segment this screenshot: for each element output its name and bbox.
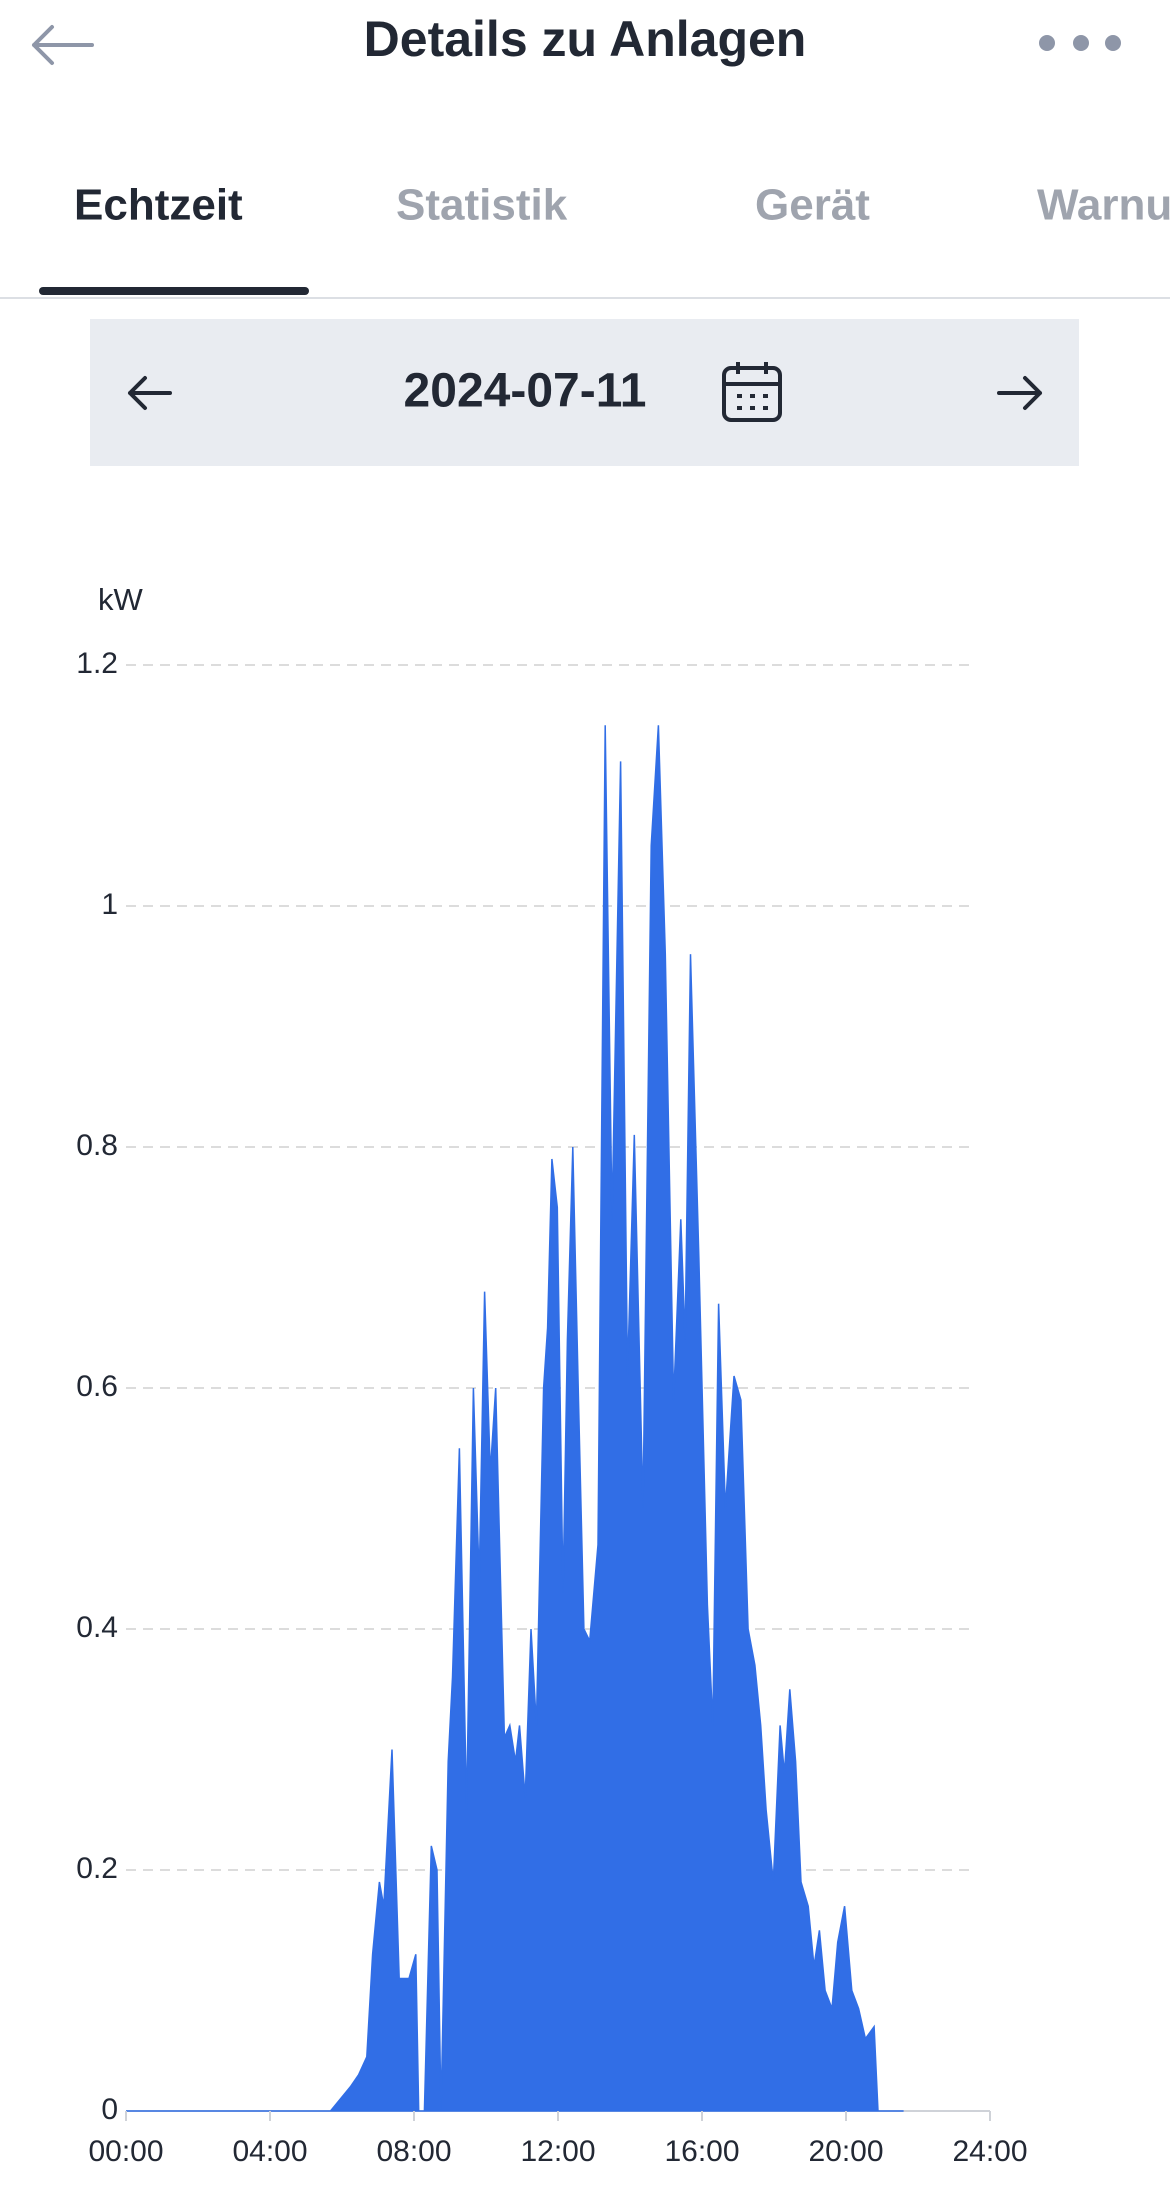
dot [1105,35,1121,51]
next-day[interactable] [997,376,1042,410]
dot [1039,35,1055,51]
x-tick-label: 20:00 [808,2135,883,2168]
tab[interactable]: Statistik [396,181,568,230]
y-tick-label: 0.6 [76,1370,118,1403]
next-arrow [997,376,1042,410]
tab-active[interactable]: Echtzeit [74,181,243,230]
back-arrow [32,25,94,65]
chart: 0 0.2 0.4 0.6 0.8 1 1.2 00:00 04:00 08:00 12:00 16:… [76,647,1027,2168]
dot [1073,35,1089,51]
x-tick-label: 00:00 [88,2135,163,2168]
area [126,725,904,2112]
calendar-dots [737,394,768,410]
x-tick-label: 12:00 [520,2135,595,2168]
y-tick-label: 1 [101,888,118,921]
y-tick-label: 0 [101,2093,118,2126]
tab[interactable]: Warnu [1037,181,1170,230]
prev-day[interactable] [128,376,172,410]
y-tick-label: 0.2 [76,1852,118,1885]
back-button[interactable] [32,25,94,65]
date-bar [90,319,1079,466]
more-button[interactable] [1039,35,1121,51]
calendar-icon [722,366,782,422]
x-tick-label: 16:00 [664,2135,739,2168]
y-tick-label: 0.4 [76,1611,118,1644]
prev-arrow [128,376,172,410]
calendar-lines [724,362,780,386]
x-tick-label: 08:00 [376,2135,451,2168]
tab[interactable]: Gerät [755,181,870,230]
tab-indicator [39,287,309,295]
x-tick-label: 24:00 [952,2135,1027,2168]
y-unit-label: kW [98,582,144,617]
date-label: 2024-07-11 [404,365,647,418]
y-tick-label: 1.2 [76,647,118,680]
calendar-button[interactable] [722,362,782,422]
x-tick-label: 04:00 [232,2135,307,2168]
y-tick-label: 0.8 [76,1129,118,1162]
page-title: Details zu Anlagen [364,11,807,67]
